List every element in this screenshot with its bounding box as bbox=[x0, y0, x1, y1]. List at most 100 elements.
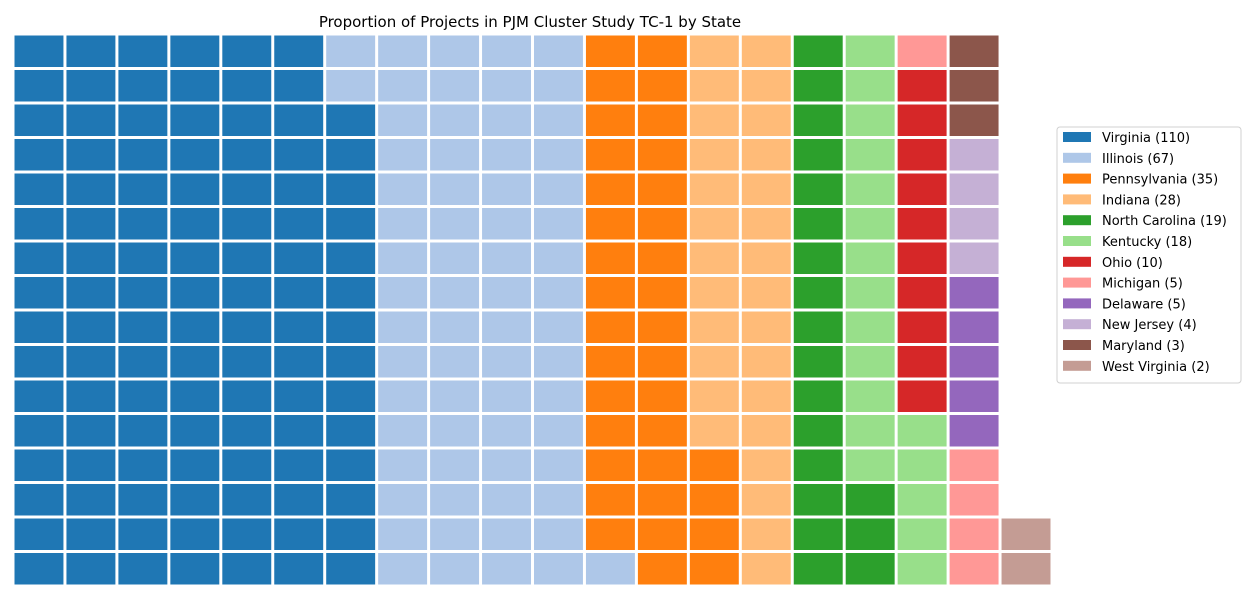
waffle-cell bbox=[170, 139, 220, 171]
waffle-cell bbox=[637, 346, 687, 378]
waffle-cell bbox=[118, 380, 168, 412]
legend: Virginia (110) Illinois (67) Pennsylvania … bbox=[1056, 126, 1242, 384]
waffle-cell bbox=[949, 346, 999, 378]
waffle-cell bbox=[689, 208, 739, 240]
waffle-cell bbox=[949, 518, 999, 550]
waffle-cell bbox=[66, 242, 116, 274]
waffle-cell bbox=[482, 173, 531, 205]
waffle-cell bbox=[793, 449, 843, 481]
waffle-cell bbox=[534, 553, 583, 585]
waffle-cell bbox=[897, 208, 947, 240]
waffle-cell bbox=[689, 35, 739, 67]
waffle-cell bbox=[378, 484, 428, 516]
waffle-cell bbox=[326, 104, 376, 136]
waffle-cell bbox=[378, 70, 428, 102]
legend-label: Indiana (28) bbox=[1102, 193, 1181, 208]
waffle-cell bbox=[897, 449, 947, 481]
waffle-cell bbox=[430, 242, 480, 274]
waffle-cell bbox=[430, 35, 480, 67]
waffle-cell bbox=[534, 346, 583, 378]
legend-label: Maryland (3) bbox=[1102, 339, 1185, 354]
waffle-cell bbox=[741, 311, 791, 343]
waffle-cell bbox=[14, 311, 64, 343]
waffle-cell bbox=[949, 139, 999, 171]
waffle-cell bbox=[482, 70, 531, 102]
waffle-cell bbox=[170, 35, 220, 67]
waffle-cell bbox=[897, 277, 947, 309]
waffle-cell bbox=[793, 70, 843, 102]
waffle-cell bbox=[170, 70, 220, 102]
waffle-cell bbox=[741, 208, 791, 240]
waffle-cell bbox=[118, 553, 168, 585]
waffle-cell bbox=[326, 346, 376, 378]
waffle-cell bbox=[637, 104, 687, 136]
waffle-cell bbox=[897, 139, 947, 171]
waffle-cell bbox=[845, 208, 895, 240]
waffle-cell bbox=[222, 484, 272, 516]
waffle-cell bbox=[637, 242, 687, 274]
waffle-cell bbox=[170, 277, 220, 309]
waffle-cell bbox=[897, 70, 947, 102]
waffle-cell bbox=[430, 173, 480, 205]
waffle-cell bbox=[585, 104, 635, 136]
waffle-cell bbox=[222, 415, 272, 447]
waffle-cell bbox=[66, 484, 116, 516]
waffle-cell bbox=[378, 449, 428, 481]
waffle-cell bbox=[741, 380, 791, 412]
waffle-cell bbox=[845, 35, 895, 67]
waffle-cell bbox=[222, 518, 272, 550]
waffle-cell bbox=[274, 518, 324, 550]
waffle-cell bbox=[66, 311, 116, 343]
waffle-cell bbox=[741, 173, 791, 205]
waffle-cell bbox=[534, 518, 583, 550]
waffle-cell bbox=[118, 415, 168, 447]
waffle-cell bbox=[689, 380, 739, 412]
waffle-cell bbox=[845, 449, 895, 481]
waffle-cell bbox=[637, 139, 687, 171]
waffle-cell bbox=[378, 415, 428, 447]
waffle-cell bbox=[66, 173, 116, 205]
waffle-cell bbox=[274, 70, 324, 102]
legend-label: Delaware (5) bbox=[1102, 297, 1186, 312]
waffle-cell bbox=[897, 380, 947, 412]
waffle-cell bbox=[897, 104, 947, 136]
waffle-cell bbox=[118, 139, 168, 171]
waffle-cell bbox=[585, 173, 635, 205]
legend-label: Michigan (5) bbox=[1102, 277, 1183, 292]
waffle-cell bbox=[793, 173, 843, 205]
waffle-cell bbox=[793, 242, 843, 274]
waffle-cell bbox=[845, 311, 895, 343]
waffle-cell bbox=[326, 449, 376, 481]
waffle-cell bbox=[378, 346, 428, 378]
waffle-cell bbox=[66, 208, 116, 240]
waffle-cell bbox=[793, 484, 843, 516]
waffle-cell bbox=[534, 173, 583, 205]
waffle-cell bbox=[430, 518, 480, 550]
waffle-cell bbox=[741, 484, 791, 516]
waffle-cell bbox=[222, 104, 272, 136]
waffle-cell bbox=[482, 104, 531, 136]
waffle-cell bbox=[585, 553, 635, 585]
waffle-cell bbox=[66, 277, 116, 309]
waffle-cell bbox=[534, 208, 583, 240]
waffle-cell bbox=[66, 553, 116, 585]
waffle-cell bbox=[482, 518, 531, 550]
waffle-cell bbox=[66, 518, 116, 550]
waffle-cell bbox=[741, 139, 791, 171]
waffle-cell bbox=[845, 346, 895, 378]
waffle-cell bbox=[897, 311, 947, 343]
waffle-cell bbox=[897, 346, 947, 378]
waffle-cell bbox=[66, 380, 116, 412]
waffle-cell bbox=[274, 173, 324, 205]
waffle-cell bbox=[949, 484, 999, 516]
waffle-cell bbox=[949, 311, 999, 343]
waffle-cell bbox=[430, 277, 480, 309]
waffle-cell bbox=[741, 415, 791, 447]
waffle-cell bbox=[637, 70, 687, 102]
waffle-cell bbox=[741, 35, 791, 67]
legend-swatch bbox=[1063, 277, 1091, 288]
legend-label: Pennsylvania (35) bbox=[1102, 173, 1218, 188]
legend-label: North Carolina (19) bbox=[1102, 214, 1227, 229]
waffle-cell bbox=[222, 70, 272, 102]
